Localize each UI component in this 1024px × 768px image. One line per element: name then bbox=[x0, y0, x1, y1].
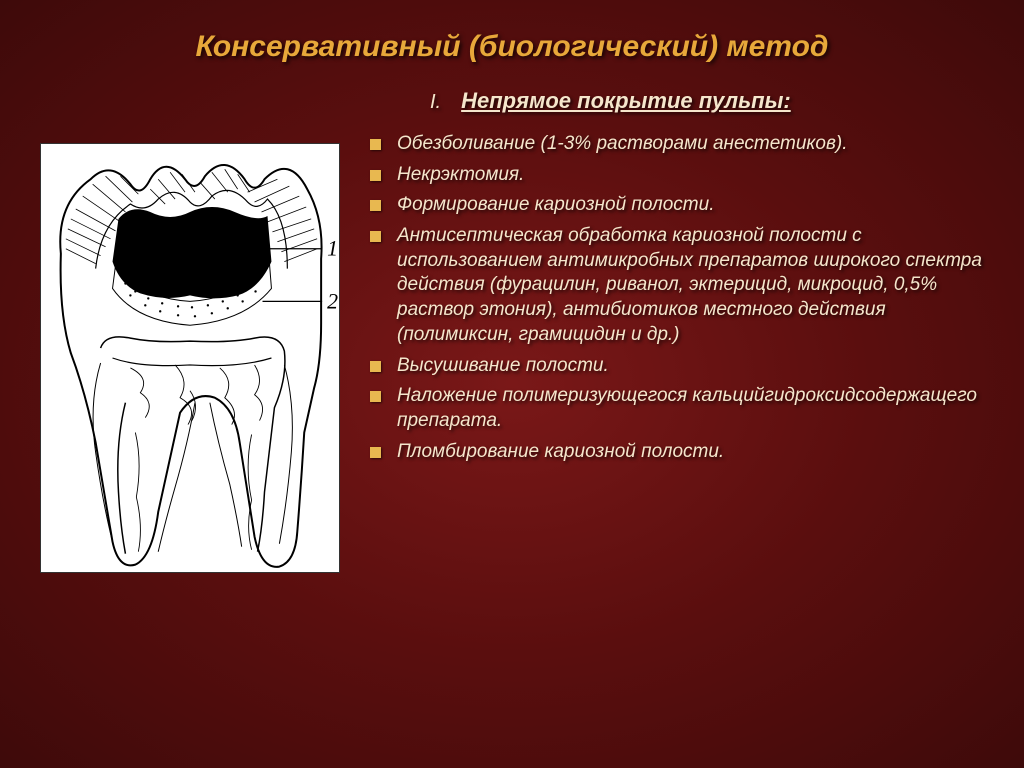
bullet-text: Высушивание полости. bbox=[397, 354, 984, 379]
bullet-icon bbox=[370, 361, 381, 372]
roman-numeral: I. bbox=[430, 91, 441, 114]
text-column: I. Непрямое покрытие пульпы: Обезболиван… bbox=[360, 88, 984, 573]
image-column: 1 2 bbox=[40, 88, 340, 573]
list-item: Пломбирование кариозной полости. bbox=[370, 440, 984, 465]
bullet-text: Наложение полимеризующегося кальцийгидро… bbox=[397, 384, 984, 433]
bullet-icon bbox=[370, 200, 381, 211]
list-item: Обезболивание (1-3% растворами анестетик… bbox=[370, 132, 984, 157]
bullet-icon bbox=[370, 139, 381, 150]
content-area: 1 2 I. Непрямое покрытие пульпы: Обезбол… bbox=[40, 88, 984, 573]
list-item: Высушивание полости. bbox=[370, 354, 984, 379]
bullet-text: Пломбирование кариозной полости. bbox=[397, 440, 984, 465]
bullet-icon bbox=[370, 391, 381, 402]
tooth-svg: 1 2 bbox=[41, 144, 339, 572]
bullet-icon bbox=[370, 231, 381, 242]
bullet-text: Некрэктомия. bbox=[397, 163, 984, 188]
tooth-diagram: 1 2 bbox=[40, 143, 340, 573]
slide-title: Консервативный (биологический) метод bbox=[40, 30, 984, 64]
bullet-icon bbox=[370, 170, 381, 181]
slide-subtitle: Непрямое покрытие пульпы: bbox=[461, 88, 791, 114]
bullet-text: Антисептическая обработка кариозной поло… bbox=[397, 224, 984, 347]
tooth-label-1: 1 bbox=[327, 237, 338, 261]
bullet-icon bbox=[370, 447, 381, 458]
list-item: Наложение полимеризующегося кальцийгидро… bbox=[370, 384, 984, 433]
bullet-list: Обезболивание (1-3% растворами анестетик… bbox=[370, 132, 984, 464]
bullet-text: Обезболивание (1-3% растворами анестетик… bbox=[397, 132, 984, 157]
list-item: Формирование кариозной полости. bbox=[370, 193, 984, 218]
list-item: Антисептическая обработка кариозной поло… bbox=[370, 224, 984, 347]
subtitle-row: I. Непрямое покрытие пульпы: bbox=[370, 88, 984, 114]
tooth-label-2: 2 bbox=[327, 289, 338, 313]
bullet-text: Формирование кариозной полости. bbox=[397, 193, 984, 218]
list-item: Некрэктомия. bbox=[370, 163, 984, 188]
